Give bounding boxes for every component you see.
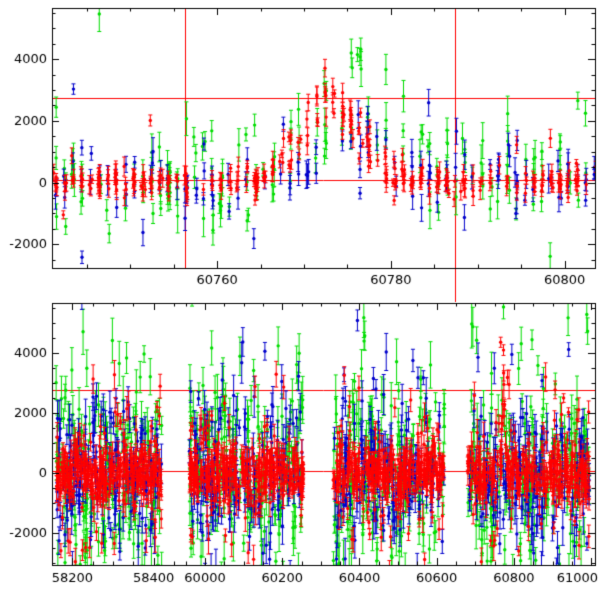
photometry-light-curve-figure <box>0 0 600 600</box>
light-curve-canvas <box>0 0 600 600</box>
